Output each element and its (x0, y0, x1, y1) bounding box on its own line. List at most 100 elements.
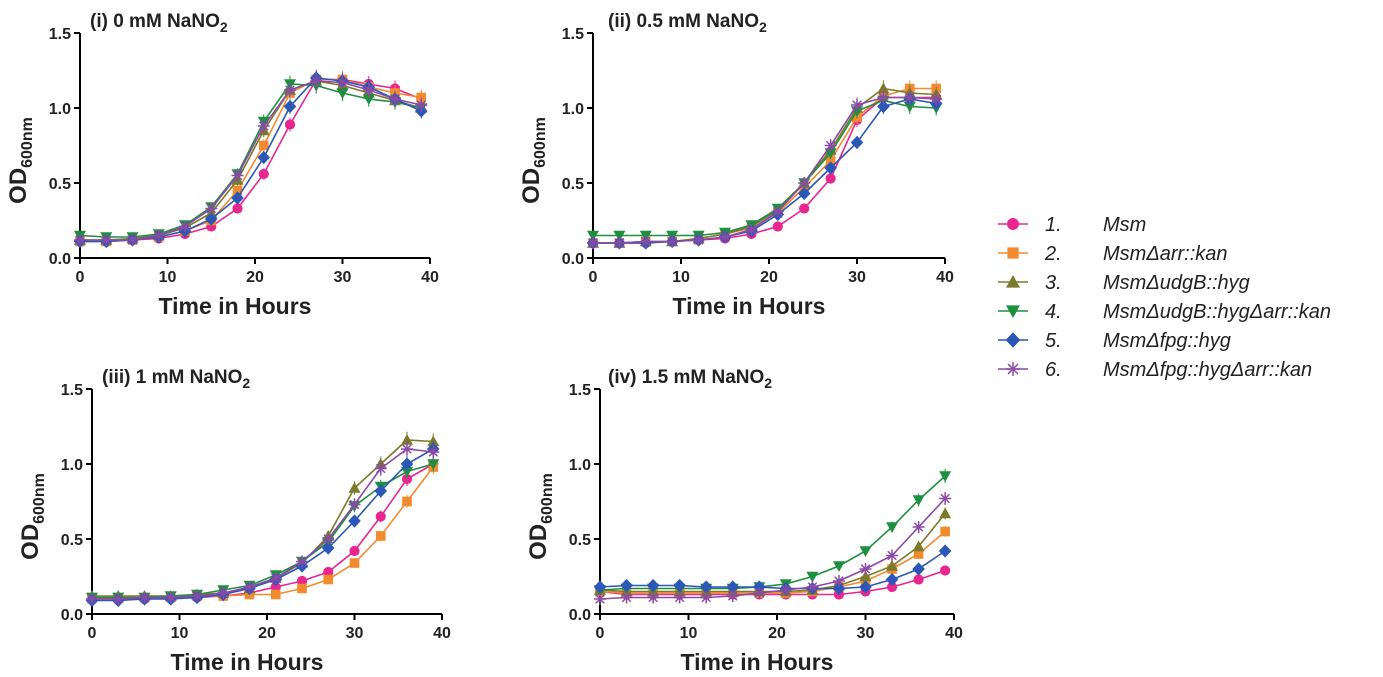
series-line (80, 78, 422, 243)
panel-title-subscript: 2 (764, 375, 772, 391)
legend-marker (1007, 247, 1019, 259)
data-point (886, 581, 898, 593)
series-line (79, 83, 422, 238)
data-point (886, 560, 899, 571)
data-point (913, 549, 924, 559)
data-point (886, 549, 899, 562)
panel-title: (iv) 1.5 mM NaNO2 (608, 367, 772, 391)
data-point (402, 496, 412, 507)
data-point (323, 566, 334, 578)
panel-3-chart: 0 10 20 30 40 0.0 0.5 1.0 1.5 (iv) 1.5 mM NaNO2 Ti… (525, 367, 963, 675)
data-point (726, 590, 739, 602)
data-point (401, 473, 413, 485)
series-4 (74, 75, 428, 243)
data-point (913, 574, 924, 585)
x-axis-label: Time in Hours (171, 649, 324, 675)
y-axis-label-subscript: 600nm (539, 473, 556, 524)
y-tick-label: 0.5 (562, 176, 584, 193)
data-point (673, 591, 686, 604)
data-point (258, 140, 269, 151)
data-point (885, 572, 899, 587)
data-point (322, 533, 335, 545)
data-point (779, 584, 792, 596)
data-point (912, 495, 925, 506)
data-point (587, 230, 599, 242)
data-point (375, 511, 386, 522)
data-point (939, 507, 952, 519)
y-tick-label: 1.5 (49, 26, 71, 43)
data-point (798, 177, 811, 189)
data-point (745, 223, 758, 236)
data-point (427, 435, 440, 447)
data-point (753, 587, 766, 599)
data-point (401, 443, 413, 455)
series-line (92, 448, 434, 602)
legend-label: Msm (1103, 214, 1146, 236)
series-line (80, 80, 422, 241)
x-tick-label: 10 (171, 625, 189, 642)
x-tick-label: 0 (88, 625, 97, 642)
data-point (940, 565, 951, 576)
data-point (912, 540, 925, 552)
data-point (336, 88, 349, 99)
data-point (138, 591, 151, 604)
data-point (772, 221, 783, 232)
series-6 (587, 89, 943, 249)
data-point (389, 93, 401, 105)
data-point (825, 173, 836, 184)
panel-title-subscript: 2 (759, 19, 767, 35)
data-point (903, 91, 916, 104)
y-axis-label: OD600nm (518, 117, 549, 204)
data-point (850, 135, 864, 150)
data-point (86, 593, 98, 605)
y-tick-label: 0.5 (49, 176, 71, 193)
x-tick-label: 40 (433, 625, 451, 642)
series-line (593, 96, 937, 244)
legend-number: 4. (1045, 301, 1062, 323)
data-point (152, 229, 165, 242)
legend-marker (1006, 362, 1020, 376)
data-point (243, 581, 256, 593)
data-point (349, 558, 360, 568)
y-tick-label: 1.5 (562, 26, 584, 43)
data-point (217, 587, 230, 599)
x-tick-label: 20 (760, 269, 778, 286)
legend-entry: 5. MsmΔfpg::hyg (998, 330, 1231, 352)
data-point (806, 581, 819, 593)
legend-entry: 2. MsmΔarr::kan (998, 243, 1228, 265)
y-tick-label: 0.0 (562, 251, 584, 268)
data-point (859, 563, 872, 575)
legend-marker (1007, 218, 1019, 230)
x-tick-label: 30 (346, 625, 364, 642)
data-point (231, 169, 244, 182)
data-point (594, 593, 606, 605)
data-point (938, 544, 952, 558)
data-point (620, 591, 633, 604)
series-6 (86, 441, 440, 605)
y-tick-label: 0.0 (61, 607, 83, 624)
panel-title: (i) 0 mM NaNO2 (90, 11, 228, 35)
data-point (851, 99, 863, 111)
panel-0-chart: 0 10 20 30 40 0.0 0.5 1.0 1.5 (i) 0 mM NaNO2 Time … (5, 11, 439, 319)
y-tick-label: 0.5 (569, 532, 591, 549)
y-tick-label: 0.0 (569, 607, 591, 624)
x-tick-label: 0 (596, 625, 605, 642)
x-tick-label: 30 (857, 625, 875, 642)
legend-number: 1. (1045, 214, 1062, 236)
y-axis-label-main: OD (518, 168, 545, 204)
data-point (362, 94, 375, 105)
x-tick-label: 20 (246, 269, 264, 286)
series-1 (587, 89, 942, 249)
series-line (593, 99, 937, 237)
data-point (726, 580, 740, 594)
panel-title: (iii) 1 mM NaNO2 (102, 367, 250, 391)
legend-marker (1006, 305, 1020, 318)
data-point (771, 205, 784, 218)
x-tick-label: 30 (334, 269, 352, 286)
y-tick-label: 1.0 (569, 457, 591, 474)
x-tick-label: 0 (589, 269, 598, 286)
data-point (646, 578, 660, 593)
y-tick-label: 1.5 (61, 382, 83, 399)
series-5 (586, 91, 943, 250)
